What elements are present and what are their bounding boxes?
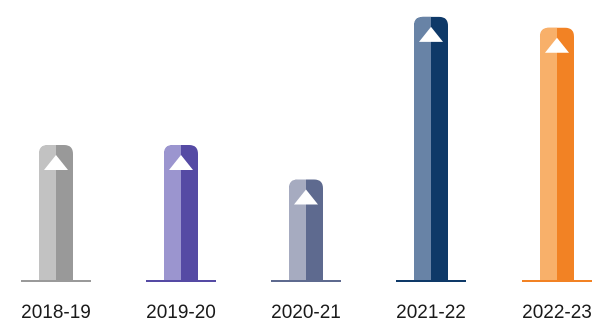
bar-highlight-2018-19 (39, 145, 56, 281)
bar-highlight-2021-22 (414, 16, 431, 281)
bar-group-2019-20 (146, 145, 216, 282)
baseline-2018-19 (21, 280, 91, 282)
baseline-2021-22 (396, 280, 466, 282)
bar-group-2018-19 (21, 145, 91, 282)
tick-labels-layer: 2018-19 2019-20 2020-21 2021-22 2022-23 (21, 302, 592, 323)
bars-layer (21, 16, 592, 282)
up-arrow-icon (44, 155, 68, 171)
bar-highlight-2022-23 (540, 27, 557, 281)
tick-label-2021-22: 2021-22 (396, 302, 466, 323)
up-arrow-icon (545, 37, 569, 53)
up-arrow-icon (169, 155, 193, 171)
up-arrow-icon (294, 189, 318, 205)
tick-label-2019-20: 2019-20 (146, 302, 216, 323)
baseline-2022-23 (522, 280, 592, 282)
bar-group-2021-22 (396, 16, 466, 282)
baseline-2020-21 (271, 280, 341, 282)
bar-group-2020-21 (271, 179, 341, 282)
bar-highlight-2020-21 (289, 179, 306, 281)
tick-label-2022-23: 2022-23 (522, 302, 592, 323)
tick-label-2018-19: 2018-19 (21, 302, 91, 323)
bar-highlight-2019-20 (164, 145, 181, 281)
tick-label-2020-21: 2020-21 (271, 302, 341, 323)
baseline-2019-20 (146, 280, 216, 282)
up-arrow-icon (419, 26, 443, 42)
bar-group-2022-23 (522, 27, 592, 282)
